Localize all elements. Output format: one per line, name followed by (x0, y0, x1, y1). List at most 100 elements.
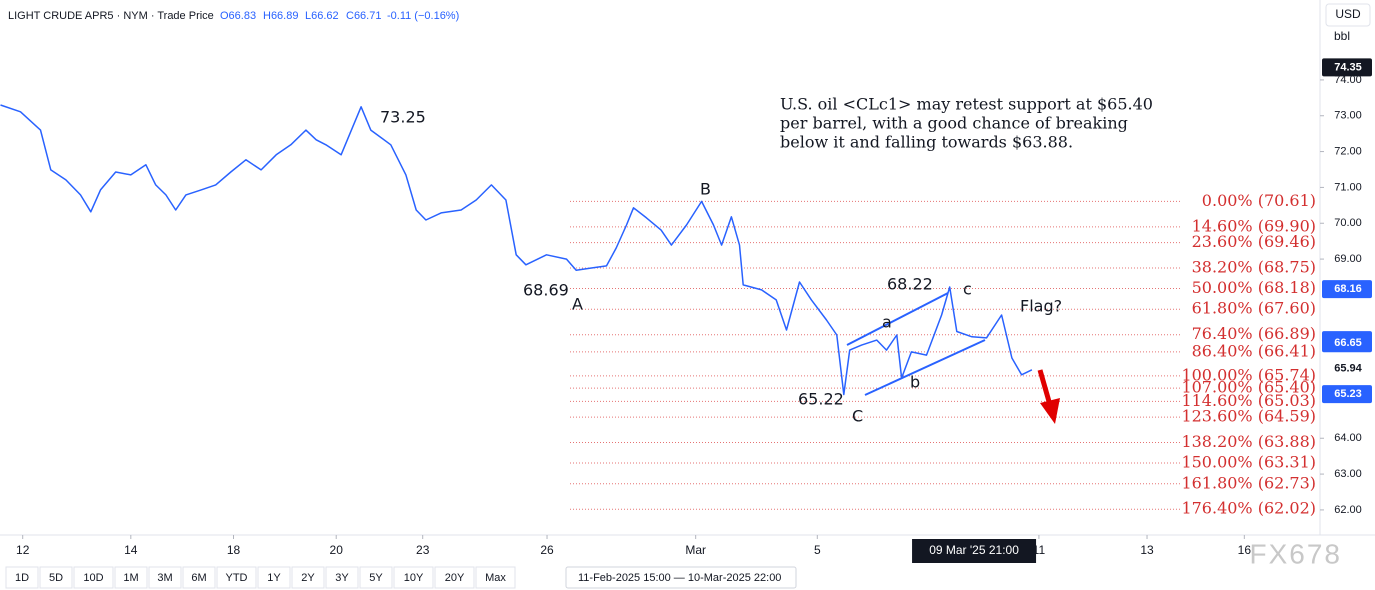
range-button[interactable] (114, 566, 148, 589)
currency-button[interactable] (1325, 3, 1371, 27)
fib-label: 61.80% (67.60) (1192, 299, 1316, 318)
commentary-line: below it and falling towards $63.88. (780, 133, 1073, 152)
range-label: 10Y (404, 572, 424, 584)
range-button[interactable] (216, 566, 257, 589)
price-line (0, 104, 1033, 396)
range-button[interactable] (39, 566, 73, 589)
x-tick-label: 20 (330, 543, 344, 557)
x-tick-label: 23 (416, 543, 430, 557)
price-label: 66.65 (1334, 337, 1362, 349)
wave-label: 68.69 (523, 281, 569, 300)
y-tick-label: 63.00 (1334, 468, 1362, 480)
range-button[interactable] (325, 566, 359, 589)
price-badge (1322, 58, 1372, 77)
fib-label: 161.80% (62.73) (1181, 473, 1316, 492)
x-tick-label: 26 (540, 543, 554, 557)
wave-label: C (852, 407, 863, 426)
price-label: 68.16 (1334, 283, 1362, 295)
range-label: 5D (49, 572, 63, 584)
y-tick-label: 64.00 (1334, 432, 1362, 444)
date-range: 11-Feb-2025 15:00 — 10-Mar-2025 22:00 (578, 572, 781, 584)
x-tick-label: 12 (16, 543, 30, 557)
header: LIGHT CRUDE APR5 · NYM · Trade Price O66… (8, 10, 459, 22)
range-label: Max (485, 572, 506, 584)
channel-line (864, 339, 986, 396)
unit: bbl (1334, 29, 1350, 43)
high: H66.89 (263, 10, 298, 22)
range-label: YTD (226, 572, 248, 584)
fib-label: 150.00% (63.31) (1181, 452, 1316, 471)
y-tick-label: 69.00 (1334, 253, 1362, 265)
watermark: FX678 (1250, 538, 1343, 569)
open: O66.83 (220, 10, 256, 22)
fib-label: 100.00% (65.74) (1181, 365, 1316, 384)
y-tick-label: 62.00 (1334, 504, 1362, 516)
commentary-line: per barrel, with a good chance of breaki… (780, 114, 1128, 133)
low: L66.62 (305, 10, 339, 22)
x-tick-label: 5 (814, 543, 821, 557)
fib-label: 138.20% (63.88) (1181, 432, 1316, 451)
wave-label: b (910, 373, 920, 392)
currency: USD (1335, 7, 1361, 21)
range-button[interactable] (434, 566, 475, 589)
range-button[interactable] (5, 566, 39, 589)
range-label: 1Y (267, 572, 281, 584)
range-button[interactable] (257, 566, 291, 589)
price-badge (1322, 280, 1372, 299)
fib-label: 123.60% (64.59) (1181, 407, 1316, 426)
y-tick-label: 72.00 (1334, 145, 1362, 157)
range-label: 3Y (335, 572, 349, 584)
price-label: 74.35 (1334, 61, 1362, 73)
range-button[interactable] (475, 566, 516, 589)
fib-label: 114.60% (65.03) (1181, 391, 1316, 410)
symbol: LIGHT CRUDE APR5 · NYM · Trade Price (8, 10, 214, 22)
x-tick-label: 16 (1238, 543, 1252, 557)
fib-label: 107.00% (65.40) (1181, 378, 1316, 397)
range-label: 1M (123, 572, 138, 584)
channel-line (846, 292, 949, 346)
date-range-button[interactable] (565, 566, 797, 589)
wave-label: a (882, 313, 892, 332)
range-label: 6M (191, 572, 206, 584)
fib-label: 76.40% (66.89) (1192, 324, 1316, 343)
wave-label: 65.22 (798, 390, 844, 409)
range-button[interactable] (359, 566, 393, 589)
price-badge (1322, 385, 1372, 404)
plot-area: 0.00% (70.61) 14.60% (69.90)23.60% (69.46… (0, 104, 1316, 518)
range-button[interactable] (393, 566, 434, 589)
range-label: 20Y (445, 572, 465, 584)
price-label: 65.23 (1334, 388, 1362, 400)
y-tick-label: 74.00 (1334, 74, 1362, 86)
range-label: 5Y (369, 572, 383, 584)
range-button[interactable] (291, 566, 325, 589)
x-tick-label: 14 (124, 543, 138, 557)
wave-label: A (572, 295, 583, 314)
crosshair-box (912, 539, 1037, 563)
x-tick-label: Mar (685, 543, 706, 557)
range-label: 2Y (301, 572, 315, 584)
range-button[interactable] (73, 566, 114, 589)
fib-label: 14.60% (69.90) (1192, 216, 1316, 235)
fib-label: 23.60% (69.46) (1192, 232, 1316, 251)
fib-label: 86.40% (66.41) (1192, 341, 1316, 360)
x-tick-label: 13 (1140, 543, 1154, 557)
y-tick-label: 71.00 (1334, 181, 1362, 193)
wave-label: 68.22 (887, 275, 933, 294)
price-label: 65.94 (1334, 363, 1362, 375)
commentary: U.S. oil <CLc1> may retest support at $6… (780, 95, 1153, 152)
range-button[interactable] (148, 566, 182, 589)
down-arrow (1037, 369, 1060, 424)
crosshair-label: 09 Mar '25 21:00 (929, 543, 1019, 557)
commentary-line: U.S. oil <CLc1> may retest support at $6… (780, 95, 1153, 114)
range-label: 1D (15, 572, 29, 584)
range-button[interactable] (182, 566, 216, 589)
fib-label: 176.40% (62.02) (1181, 499, 1316, 518)
close: C66.71 (346, 10, 381, 22)
fib-label: 50.00% (68.18) (1192, 278, 1316, 297)
change: -0.11 (−0.16%) (387, 10, 459, 22)
wave-label: c (963, 280, 972, 299)
fib-label: 0.00% (70.61) (1202, 191, 1316, 210)
wave-label: B (700, 180, 711, 199)
